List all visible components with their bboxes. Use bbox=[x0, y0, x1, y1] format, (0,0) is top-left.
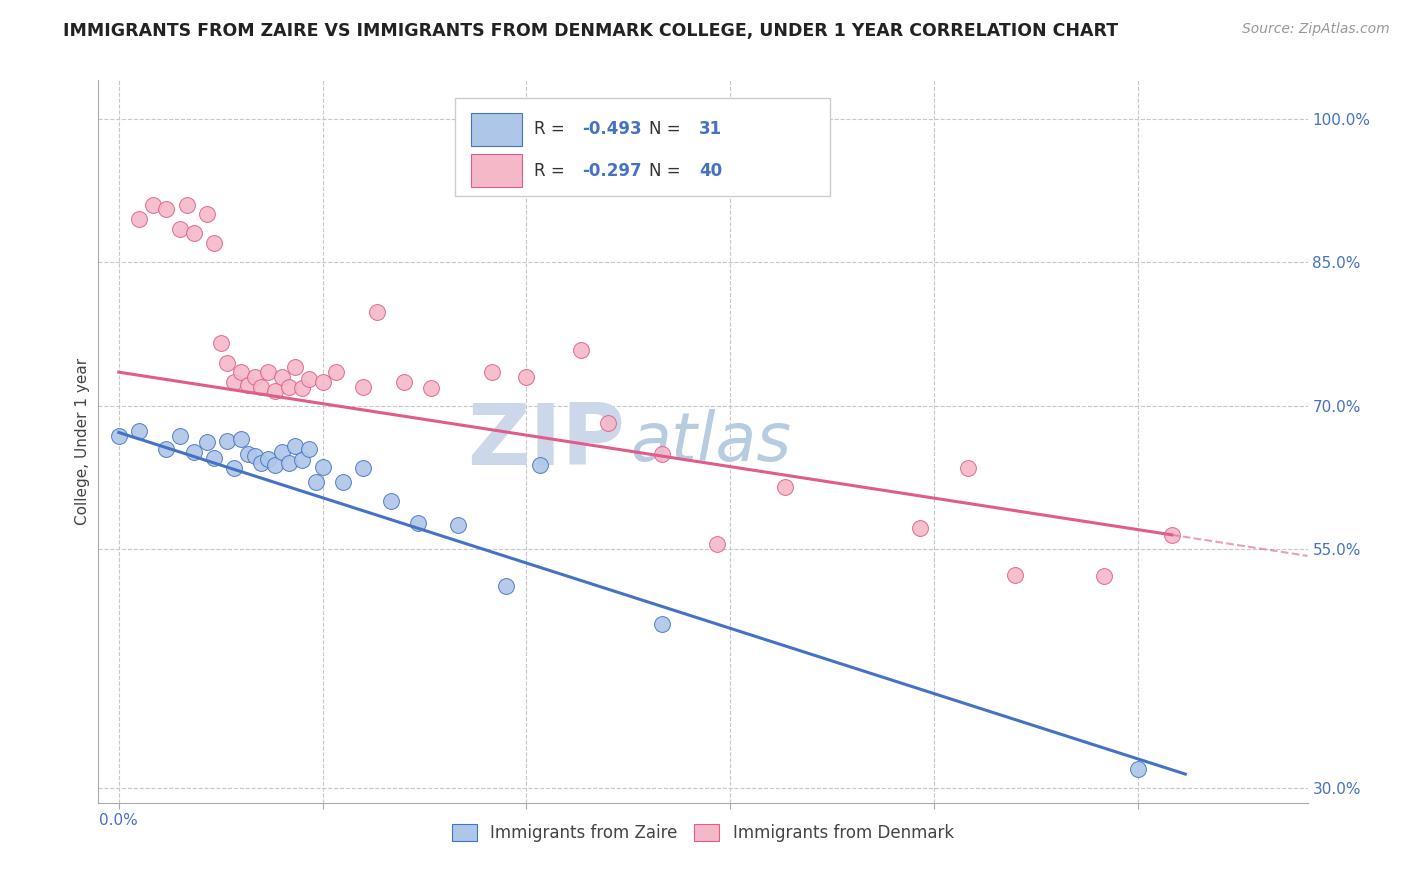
Point bbox=[243, 450, 266, 464]
Point bbox=[305, 475, 328, 490]
Point bbox=[1092, 569, 1115, 583]
Point bbox=[202, 235, 225, 250]
Y-axis label: College, Under 1 year: College, Under 1 year bbox=[75, 358, 90, 525]
Point bbox=[291, 381, 314, 395]
Point bbox=[183, 444, 205, 458]
Point bbox=[332, 475, 354, 490]
Text: Source: ZipAtlas.com: Source: ZipAtlas.com bbox=[1241, 22, 1389, 37]
Point bbox=[311, 459, 333, 474]
Point bbox=[270, 370, 292, 384]
Point bbox=[250, 456, 273, 470]
Point bbox=[1126, 762, 1149, 776]
Point bbox=[169, 429, 191, 443]
Text: 40: 40 bbox=[699, 161, 723, 179]
Point bbox=[515, 370, 537, 384]
Text: 31: 31 bbox=[699, 120, 723, 138]
Text: R =: R = bbox=[534, 161, 569, 179]
Point bbox=[264, 384, 287, 399]
Point bbox=[406, 516, 429, 531]
Point bbox=[229, 432, 252, 446]
Point bbox=[481, 365, 503, 379]
Point bbox=[495, 578, 517, 592]
Point bbox=[277, 379, 299, 393]
Point bbox=[128, 425, 150, 439]
Point bbox=[773, 480, 796, 494]
Text: N =: N = bbox=[648, 161, 686, 179]
Point bbox=[155, 202, 177, 217]
Point bbox=[291, 453, 314, 467]
Point bbox=[236, 446, 259, 460]
FancyBboxPatch shape bbox=[471, 112, 522, 146]
Point bbox=[155, 442, 177, 456]
Text: atlas: atlas bbox=[630, 409, 792, 475]
Text: ZIP: ZIP bbox=[467, 400, 624, 483]
Point bbox=[209, 336, 232, 351]
Text: R =: R = bbox=[534, 120, 569, 138]
Point bbox=[352, 379, 374, 393]
Text: -0.297: -0.297 bbox=[582, 161, 641, 179]
Point bbox=[270, 444, 292, 458]
Point bbox=[298, 372, 321, 386]
Point bbox=[1160, 528, 1182, 542]
Point bbox=[284, 439, 307, 453]
Point bbox=[392, 375, 415, 389]
Point bbox=[176, 197, 198, 211]
Point bbox=[366, 305, 388, 319]
Point bbox=[352, 461, 374, 475]
Point bbox=[325, 365, 347, 379]
Point bbox=[250, 379, 273, 393]
Point bbox=[183, 227, 205, 241]
Point bbox=[651, 446, 673, 460]
Point bbox=[257, 365, 280, 379]
Point bbox=[264, 458, 287, 472]
FancyBboxPatch shape bbox=[471, 154, 522, 187]
Point bbox=[107, 429, 129, 443]
Legend: Immigrants from Zaire, Immigrants from Denmark: Immigrants from Zaire, Immigrants from D… bbox=[446, 817, 960, 848]
Point bbox=[298, 442, 321, 456]
Point bbox=[257, 452, 280, 467]
Point bbox=[284, 360, 307, 375]
Point bbox=[195, 207, 218, 221]
Point bbox=[217, 434, 239, 448]
Point bbox=[956, 461, 979, 475]
Point bbox=[420, 381, 443, 395]
Text: N =: N = bbox=[648, 120, 686, 138]
Point bbox=[217, 355, 239, 369]
Point bbox=[142, 197, 165, 211]
Point bbox=[380, 494, 402, 508]
Point bbox=[236, 377, 259, 392]
Point bbox=[277, 456, 299, 470]
Point bbox=[195, 435, 218, 450]
Point bbox=[224, 375, 246, 389]
Point bbox=[569, 343, 592, 358]
Point bbox=[651, 616, 673, 631]
Point bbox=[224, 461, 246, 475]
Text: IMMIGRANTS FROM ZAIRE VS IMMIGRANTS FROM DENMARK COLLEGE, UNDER 1 YEAR CORRELATI: IMMIGRANTS FROM ZAIRE VS IMMIGRANTS FROM… bbox=[63, 22, 1118, 40]
Point bbox=[910, 521, 932, 535]
Point bbox=[229, 365, 252, 379]
Point bbox=[311, 375, 333, 389]
Point bbox=[596, 416, 619, 430]
Point bbox=[447, 518, 470, 533]
Point bbox=[706, 537, 728, 551]
Text: -0.493: -0.493 bbox=[582, 120, 641, 138]
FancyBboxPatch shape bbox=[456, 98, 830, 196]
Point bbox=[1004, 568, 1026, 582]
Point bbox=[202, 451, 225, 466]
Point bbox=[128, 212, 150, 227]
Point bbox=[529, 458, 551, 472]
Point bbox=[243, 370, 266, 384]
Point bbox=[169, 221, 191, 235]
